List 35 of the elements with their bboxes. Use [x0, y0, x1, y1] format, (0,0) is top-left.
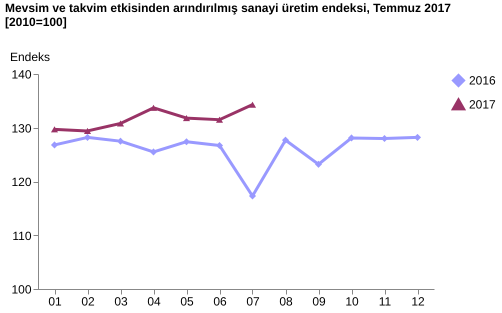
x-tick-label: 12	[411, 294, 425, 308]
y-tick-label: 140	[11, 68, 32, 82]
x-tick-label: 06	[213, 294, 227, 308]
chart-subtitle: [2010=100]	[5, 15, 67, 29]
x-tick-label: 01	[48, 294, 62, 308]
x-tick-label: 09	[312, 294, 326, 308]
point	[282, 136, 290, 144]
point	[182, 115, 190, 122]
point	[216, 116, 224, 123]
point	[50, 141, 58, 148]
y-tick-label: 100	[11, 282, 32, 296]
legend-label: 2016	[469, 74, 496, 88]
x-tick-label: 02	[81, 294, 95, 308]
x-tick-label: 10	[345, 294, 359, 308]
y-tick-label: 110	[12, 228, 32, 243]
legend-label: 2017	[469, 98, 496, 112]
point	[50, 126, 58, 132]
y-axis-title: Endeks	[10, 50, 50, 64]
y-tick-label: 130	[11, 121, 32, 136]
x-tick-label: 05	[180, 294, 194, 308]
point	[116, 138, 124, 145]
x-tick-label: 11	[378, 294, 392, 308]
x-tick-label: 08	[279, 294, 293, 308]
point	[116, 120, 124, 127]
chart-title: Mevsim ve takvim etkisinden arındırılmış sanayi üretim endeksi, Temmuz 2017	[5, 1, 452, 15]
point	[248, 192, 256, 200]
point	[150, 104, 158, 111]
x-tick-label: 03	[114, 294, 128, 308]
point	[150, 148, 158, 156]
y-tick-label: 120	[11, 175, 32, 189]
x-tick-label: 04	[147, 294, 161, 308]
point	[248, 102, 256, 108]
point	[84, 128, 92, 134]
x-tick-label: 07	[246, 294, 260, 308]
point	[314, 160, 322, 168]
